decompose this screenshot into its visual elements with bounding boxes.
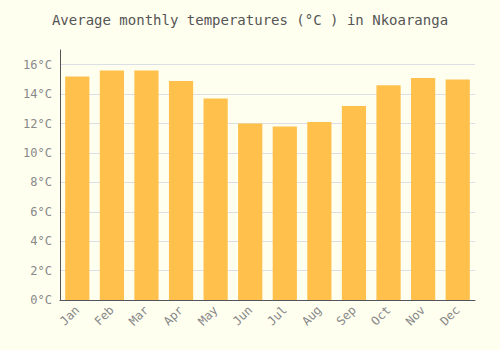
svg-text:0°C: 0°C [30,293,52,307]
svg-text:Jan: Jan [57,303,82,328]
svg-text:Jul: Jul [265,303,290,328]
svg-text:Dec: Dec [437,303,462,328]
svg-text:Nov: Nov [403,303,428,328]
svg-text:Jun: Jun [230,303,255,328]
svg-text:12°C: 12°C [23,117,52,131]
svg-text:4°C: 4°C [30,234,52,248]
svg-text:Feb: Feb [92,303,117,328]
svg-text:Oct: Oct [368,303,393,328]
svg-text:Average monthly temperatures (: Average monthly temperatures (°C ) in Nk… [52,12,448,28]
svg-text:Aug: Aug [299,303,324,328]
svg-text:Apr: Apr [161,303,186,328]
svg-text:6°C: 6°C [30,205,52,219]
svg-text:10°C: 10°C [23,146,52,160]
svg-text:Mar: Mar [126,303,151,328]
svg-text:2°C: 2°C [30,264,52,278]
svg-text:14°C: 14°C [23,87,52,101]
svg-text:8°C: 8°C [30,175,52,189]
svg-text:16°C: 16°C [23,58,52,72]
svg-text:Sep: Sep [334,303,359,328]
svg-text:May: May [195,303,220,328]
